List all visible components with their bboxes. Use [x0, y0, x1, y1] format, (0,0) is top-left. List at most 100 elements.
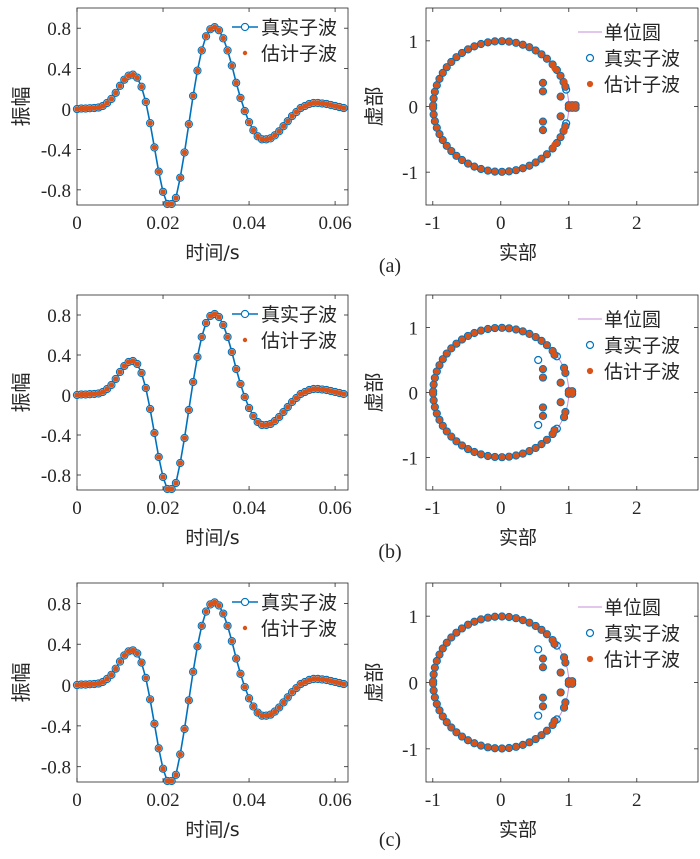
estimated-wavelet-point [289, 113, 295, 119]
estimated-zero-point [477, 742, 485, 749]
estimated-wavelet-point [143, 675, 149, 681]
true-zero-point [538, 663, 548, 672]
estimated-wavelet-point [108, 382, 115, 388]
estimated-zero-point [560, 78, 568, 85]
estimated-zero-point [448, 345, 455, 352]
legend-true-marker [240, 22, 250, 32]
true-zero-point [438, 136, 447, 145]
y-tick-label: -1 [402, 740, 418, 761]
estimated-zero-point [458, 336, 466, 343]
true-zero-point [463, 444, 473, 454]
y-tick-label: 0 [409, 384, 419, 405]
estimated-zero-point [436, 707, 443, 714]
estimated-wavelet-point [91, 681, 98, 687]
legend-true-label: 真实子波 [604, 335, 680, 357]
estimated-wavelet-point [112, 90, 119, 96]
x-tick-label: 2 [632, 213, 642, 234]
y-tick-label: -0.8 [41, 466, 71, 487]
estimated-wavelet-point [78, 391, 85, 398]
estimated-wavelet-point [241, 684, 248, 690]
estimated-zero-point [526, 44, 533, 51]
true-zero-point [447, 57, 456, 67]
legend-circle-label: 单位圆 [604, 22, 661, 44]
estimated-wavelet-point [302, 103, 308, 109]
true-zero-point [452, 628, 461, 637]
estimated-zero-point [539, 664, 547, 671]
estimated-zero-point [471, 448, 478, 456]
estimated-zero-point [443, 719, 450, 726]
y-tick-label: -0.8 [41, 181, 71, 202]
estimated-wavelet-point [147, 696, 153, 703]
y-tick-label: -1 [402, 449, 418, 470]
estimated-zero-point [562, 369, 569, 377]
y-tick-label: 0 [62, 676, 72, 697]
estimated-zero-point [557, 134, 564, 141]
true-zero-point [534, 420, 543, 430]
y-axis-label: 虚部 [362, 663, 386, 703]
estimated-zero-point [539, 127, 547, 134]
estimated-wavelet-point [254, 709, 261, 716]
x-tick-label: 0.06 [318, 498, 351, 519]
estimated-zero-point [543, 342, 551, 349]
estimated-wavelet-point [198, 334, 205, 340]
y-tick-label: 0.4 [47, 635, 71, 656]
estimated-wavelet-point [121, 76, 128, 83]
wavelet-chart-1: 0 0.02 0.04 0.06 -0.8 -0.4 0 0.4 0.8 时间/s 振幅 真实子波估计… [9, 7, 352, 264]
estimated-wavelet-point [272, 708, 278, 715]
y-tick-label: 0 [62, 386, 72, 407]
estimated-zero-point [569, 680, 576, 687]
estimated-wavelet-point [91, 105, 98, 111]
estimated-zero-point [443, 639, 450, 646]
estimated-wavelet-point [229, 638, 235, 644]
x-tick-label: 1 [564, 213, 574, 234]
estimated-wavelet-point [336, 390, 343, 396]
true-zero-point [457, 335, 467, 344]
estimated-zero-point [526, 448, 533, 455]
legend-estimated-marker [242, 50, 248, 56]
estimated-wavelet-point [220, 322, 227, 328]
estimated-zero-point [532, 735, 539, 743]
legend-estimated-label: 估计子波 [261, 618, 337, 640]
estimated-wavelet-point [190, 379, 196, 385]
estimated-wavelet-point [267, 421, 274, 427]
estimated-wavelet-point [117, 369, 123, 375]
estimated-wavelet-point [138, 659, 145, 666]
estimated-zero-point [458, 156, 466, 164]
estimated-zero-point [551, 717, 558, 725]
estimated-wavelet-point [306, 677, 313, 683]
estimated-zero-point [572, 104, 579, 111]
estimated-wavelet-point [336, 104, 343, 110]
estimated-wavelet-point [186, 697, 192, 704]
estimated-wavelet-point [95, 104, 102, 111]
estimated-zero-point [453, 729, 460, 736]
estimated-zero-point [557, 399, 564, 406]
legend-true-marker [585, 53, 595, 63]
estimated-wavelet-point [121, 652, 128, 659]
y-tick-label: -1 [402, 163, 418, 184]
estimated-wavelet-point [319, 676, 325, 683]
y-tick-label: 0.8 [47, 306, 71, 327]
legend-true-marker [240, 597, 250, 607]
estimated-zero-point [538, 155, 545, 162]
estimated-zero-point [519, 450, 526, 457]
estimated-zero-point [431, 694, 438, 701]
estimated-zero-point [458, 49, 466, 57]
x-tick-label: 0 [496, 790, 506, 811]
estimated-zero-point [532, 622, 539, 630]
estimated-zero-point [484, 167, 491, 174]
estimated-wavelet-point [91, 391, 98, 397]
estimated-zero-point [491, 613, 499, 620]
estimated-wavelet-point [233, 366, 239, 372]
estimated-zero-point [538, 51, 545, 58]
x-axis-label: 实部 [499, 819, 537, 841]
true-zero-point [556, 398, 565, 407]
estimated-zero-point [464, 46, 472, 53]
estimated-wavelet-point [108, 96, 115, 102]
true-zero-point [452, 151, 461, 160]
estimated-wavelet-point [100, 679, 106, 685]
estimated-zero-point [464, 332, 472, 340]
estimated-zero-point [430, 687, 437, 694]
estimated-wavelet-point [134, 650, 141, 657]
